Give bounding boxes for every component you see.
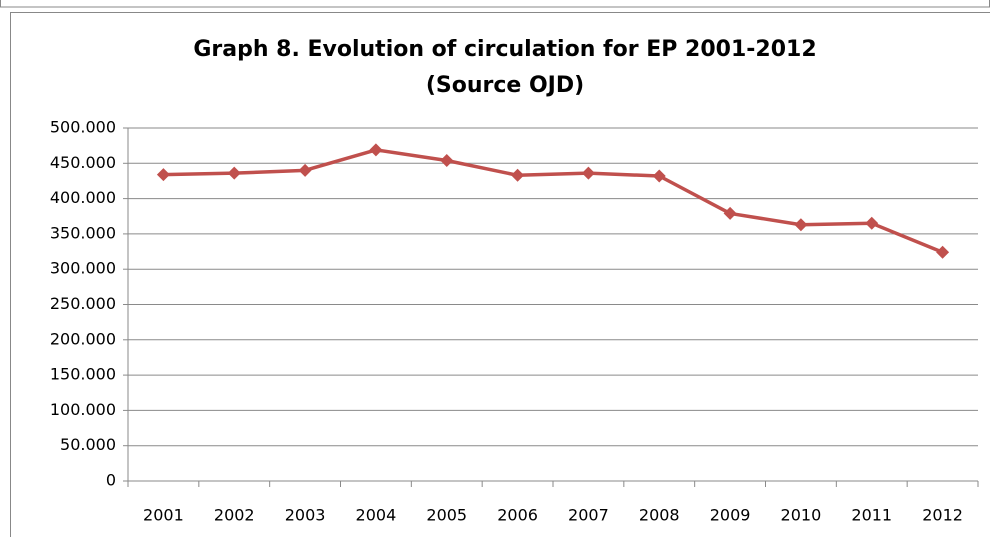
data-point <box>298 163 312 177</box>
x-tick-label: 2003 <box>285 506 326 525</box>
y-tick-label: 400.000 <box>50 188 116 207</box>
chart-title: Graph 8. Evolution of circulation for EP… <box>193 37 816 62</box>
data-line <box>163 148 944 254</box>
x-tick-label: 2012 <box>922 506 963 525</box>
y-tick-label: 350.000 <box>50 223 116 242</box>
upper-frame <box>0 0 990 8</box>
y-tick-label: 500.000 <box>50 118 116 137</box>
data-point <box>794 218 808 232</box>
data-point <box>581 166 595 180</box>
y-tick-label: 150.000 <box>50 365 116 384</box>
y-tick-label: 50.000 <box>60 435 116 454</box>
x-tick-label: 2007 <box>568 506 609 525</box>
x-tick-label: 2002 <box>214 506 255 525</box>
chart-frame <box>10 12 990 537</box>
data-point <box>369 143 383 157</box>
data-point <box>865 216 879 230</box>
x-tick-label: 2010 <box>781 506 822 525</box>
data-point <box>440 153 454 167</box>
y-tick-label: 0 <box>106 471 116 490</box>
data-point <box>723 206 737 220</box>
chart-subtitle: (Source OJD) <box>426 73 584 98</box>
data-point <box>227 166 241 180</box>
y-tick-label: 450.000 <box>50 153 116 172</box>
y-tick-label: 100.000 <box>50 400 116 419</box>
y-tick-label: 300.000 <box>50 259 116 278</box>
y-tick-label: 250.000 <box>50 294 116 313</box>
x-tick-label: 2004 <box>356 506 397 525</box>
y-tick-label: 200.000 <box>50 329 116 348</box>
x-tick-label: 2001 <box>143 506 184 525</box>
x-tick-label: 2008 <box>639 506 680 525</box>
data-point <box>156 168 170 182</box>
x-tick-label: 2011 <box>851 506 892 525</box>
x-tick-label: 2005 <box>426 506 467 525</box>
data-point <box>652 169 666 183</box>
data-point <box>511 168 525 182</box>
data-point <box>936 245 950 259</box>
x-tick-label: 2006 <box>497 506 538 525</box>
x-tick-label: 2009 <box>710 506 751 525</box>
